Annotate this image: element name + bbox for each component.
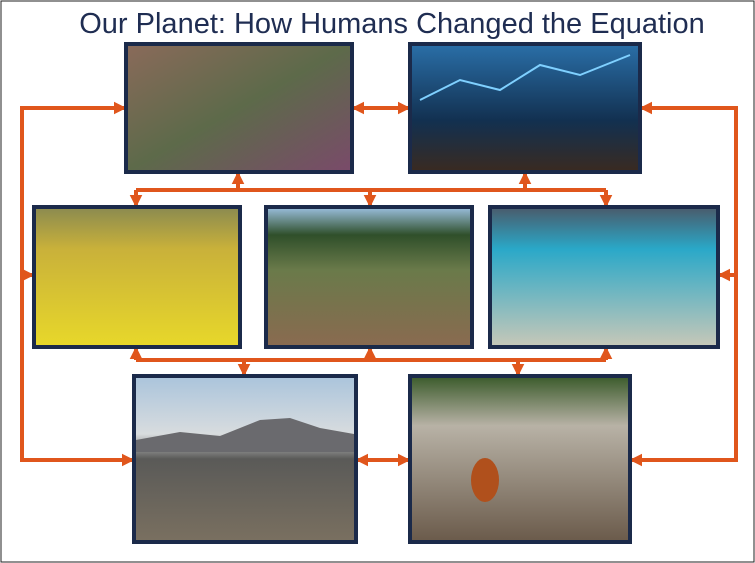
crowd-photo	[126, 44, 352, 172]
field-photo	[34, 207, 240, 347]
forest-photo	[266, 207, 472, 347]
city-photo	[410, 44, 640, 172]
fish-photo	[490, 207, 718, 347]
orangutan	[471, 458, 499, 502]
orangutan-photo	[410, 376, 630, 542]
title: Our Planet: How Humans Changed the Equat…	[79, 8, 704, 40]
slide: Our Planet: How Humans Changed the Equat…	[0, 0, 755, 563]
penguin-photo	[134, 376, 356, 542]
